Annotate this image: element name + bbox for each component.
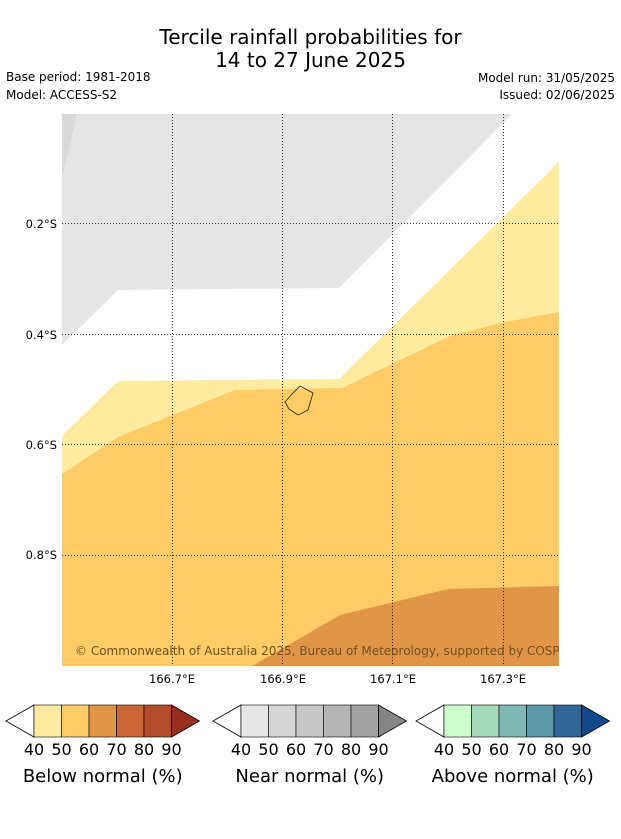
above-normal-legend-tick-label: 70 xyxy=(516,740,536,759)
near-normal-legend-swatch xyxy=(350,704,379,738)
above-normal-legend-swatch xyxy=(443,704,472,738)
below-normal-legend-tick-label: 80 xyxy=(134,740,154,759)
below-normal-legend-over-arrow xyxy=(171,704,201,738)
near-normal-legend: 40 50 60 70 80 90 Near normal (%) xyxy=(212,704,408,787)
model-name: Model: ACCESS-S2 xyxy=(6,88,118,102)
below-normal-legend-swatch xyxy=(61,704,90,738)
title-line-2: 14 to 27 June 2025 xyxy=(215,48,406,72)
near-normal-legend-tick-label: 70 xyxy=(313,740,333,759)
near-normal-legend-swatch xyxy=(323,704,352,738)
below-normal-legend-tick-label: 60 xyxy=(79,740,99,759)
near-normal-legend-swatch xyxy=(240,704,269,738)
below-normal-legend-swatch xyxy=(88,704,117,738)
above-normal-legend-tick-label: 40 xyxy=(434,740,454,759)
lon-label-166-9: 166.9°E xyxy=(260,672,306,686)
lat-label-0-8: 0.8°S xyxy=(26,548,57,562)
below-normal-legend: 40 50 60 70 80 90 Below normal (%) xyxy=(5,704,201,787)
above-normal-legend-swatch xyxy=(471,704,500,738)
map-area: © Commonwealth of Australia 2025, Bureau… xyxy=(62,114,580,666)
near-normal-legend-tick-label: 60 xyxy=(286,740,306,759)
below-normal-legend-title: Below normal (%) xyxy=(23,766,183,787)
model-run: Model run: 31/05/2025 xyxy=(477,71,615,85)
below-normal-legend-tick-label: 90 xyxy=(161,740,181,759)
above-normal-legend-under-arrow xyxy=(415,704,445,738)
below-normal-60-70-region xyxy=(252,586,559,666)
near-normal-edge-region xyxy=(62,114,77,178)
near-normal-legend-swatch xyxy=(268,704,297,738)
near-normal-region xyxy=(62,114,512,345)
below-normal-legend-swatch xyxy=(143,704,172,738)
lat-label-0-6: 0.6°S xyxy=(26,438,57,452)
below-normal-legend-under-arrow xyxy=(5,704,35,738)
above-normal-legend: 40 50 60 70 80 90 Above normal (%) xyxy=(415,704,611,787)
issued-date: Issued: 02/06/2025 xyxy=(499,88,615,102)
below-normal-legend-tick-label: 50 xyxy=(51,740,71,759)
above-normal-legend-tick-label: 80 xyxy=(544,740,564,759)
legends: 40 50 60 70 80 90 Below normal (%) 40 50 60 70 80 90… xyxy=(5,704,611,787)
near-normal-legend-title: Near normal (%) xyxy=(235,766,384,787)
near-normal-legend-tick-label: 40 xyxy=(231,740,251,759)
lat-label-0-4: 0.4°S xyxy=(26,328,57,342)
above-normal-legend-tick-label: 60 xyxy=(489,740,509,759)
lon-label-166-7: 166.7°E xyxy=(149,672,195,686)
above-normal-legend-title: Above normal (%) xyxy=(432,766,594,787)
near-normal-legend-over-arrow xyxy=(378,704,408,738)
below-normal-legend-swatch xyxy=(116,704,145,738)
below-normal-legend-tick-label: 40 xyxy=(24,740,44,759)
below-normal-legend-tick-label: 70 xyxy=(106,740,126,759)
island-outline xyxy=(284,385,314,416)
base-period: Base period: 1981-2018 xyxy=(6,70,151,84)
near-normal-legend-under-arrow xyxy=(212,704,242,738)
lon-label-167-3: 167.3°E xyxy=(480,672,526,686)
above-normal-legend-tick-label: 50 xyxy=(461,740,481,759)
near-normal-legend-tick-label: 50 xyxy=(258,740,278,759)
near-normal-legend-swatch xyxy=(295,704,324,738)
title-line-1: Tercile rainfall probabilities for xyxy=(159,25,462,49)
below-normal-50-60-region xyxy=(62,312,559,666)
above-normal-legend-tick-label: 90 xyxy=(571,740,591,759)
copyright-notice: © Commonwealth of Australia 2025, Bureau… xyxy=(75,644,580,658)
above-normal-legend-swatch xyxy=(553,704,582,738)
above-normal-legend-swatch xyxy=(498,704,527,738)
graticule xyxy=(62,114,559,666)
near-normal-legend-tick-label: 90 xyxy=(368,740,388,759)
lat-label-0-2: 0.2°S xyxy=(26,217,57,231)
lon-label-167-1: 167.1°E xyxy=(370,672,416,686)
above-normal-legend-swatch xyxy=(526,704,555,738)
above-normal-legend-over-arrow xyxy=(581,704,611,738)
near-normal-legend-tick-label: 80 xyxy=(341,740,361,759)
below-normal-legend-swatch xyxy=(33,704,62,738)
